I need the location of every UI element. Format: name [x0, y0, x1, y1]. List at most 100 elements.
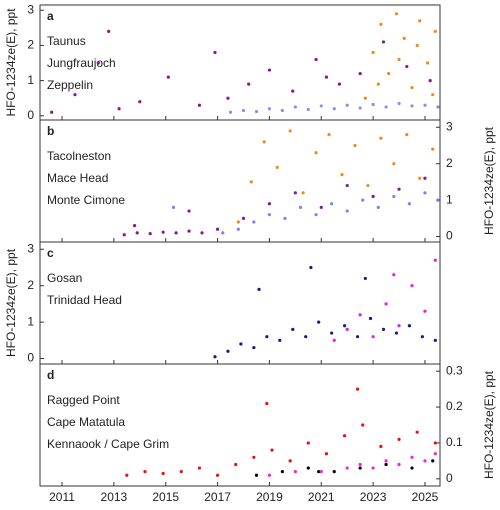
y-axis-title: HFO-1234ze(E), ppt [482, 126, 496, 235]
data-point [265, 335, 269, 339]
data-point [96, 61, 100, 65]
y-tick-label: 2 [446, 156, 453, 170]
legend-entry: Gosan [47, 271, 82, 285]
data-point [138, 100, 142, 104]
data-point [397, 101, 401, 106]
data-point [345, 327, 349, 332]
data-point [301, 191, 305, 195]
data-point [254, 109, 259, 114]
data-point [267, 202, 272, 206]
data-point [236, 220, 240, 224]
data-point [241, 108, 246, 113]
x-tick-label: 2025 [412, 490, 439, 504]
panel-frame [39, 363, 441, 487]
data-point [143, 470, 147, 474]
data-point [345, 466, 349, 470]
data-point [368, 316, 373, 321]
data-point [278, 338, 282, 342]
data-point [392, 273, 396, 277]
data-point [252, 346, 256, 350]
data-point [171, 205, 176, 210]
data-point [324, 452, 329, 456]
data-point [384, 302, 388, 306]
data-point [407, 324, 412, 328]
data-point [436, 198, 440, 202]
data-point [257, 287, 261, 291]
data-point [280, 470, 284, 474]
x-tick-label: 2017 [204, 490, 231, 504]
data-point [252, 220, 256, 224]
data-point [433, 29, 437, 33]
legend-entry: Kennaook / Cape Grim [47, 437, 169, 451]
data-point [161, 471, 165, 476]
data-point [397, 57, 401, 62]
data-point [431, 459, 435, 463]
x-tick-label: 2015 [152, 490, 179, 504]
data-point [371, 466, 375, 470]
data-point [433, 338, 437, 342]
data-point [433, 258, 437, 262]
legend-entry: Tacolneston [47, 149, 111, 163]
x-tick-label: 2021 [308, 490, 335, 504]
data-point [254, 473, 259, 477]
data-point [392, 194, 396, 199]
data-point [358, 313, 362, 317]
y-tick-label: 1 [27, 73, 34, 87]
data-point [314, 57, 318, 62]
data-point [304, 335, 308, 339]
y-tick-label: 3 [446, 119, 453, 133]
y-axis-title: HFO-1234ze(E), ppt [4, 8, 18, 117]
data-point [317, 470, 321, 474]
data-point [252, 455, 256, 459]
data-point [200, 231, 204, 235]
data-point [288, 459, 292, 463]
data-point [405, 132, 409, 137]
y-tick-label: 0.1 [446, 435, 463, 449]
data-point [358, 466, 362, 470]
data-point [363, 96, 367, 100]
data-point [371, 194, 375, 199]
panel-label: c [47, 246, 54, 260]
data-point [376, 205, 380, 210]
data-point [288, 129, 292, 133]
data-point [366, 183, 370, 188]
data-point [270, 448, 274, 452]
data-point [319, 470, 323, 474]
data-point [107, 29, 111, 33]
data-point [376, 82, 380, 86]
data-point [343, 434, 347, 438]
data-point [358, 462, 362, 467]
data-point [433, 441, 437, 445]
data-point [379, 444, 383, 449]
data-point [293, 191, 297, 195]
data-point [394, 331, 399, 335]
data-point [345, 103, 349, 107]
data-point [247, 82, 251, 86]
data-point [314, 213, 318, 217]
data-point [418, 19, 422, 23]
data-point [267, 107, 272, 111]
data-point [226, 349, 230, 353]
data-point [332, 107, 336, 111]
data-point [291, 89, 295, 93]
data-point [410, 466, 414, 470]
x-tick-label: 2019 [256, 490, 283, 504]
data-point [306, 441, 310, 445]
data-point [371, 102, 375, 107]
data-point [371, 335, 375, 339]
x-tick-label: 2013 [101, 490, 128, 504]
x-tick-label: 2011 [49, 490, 75, 504]
data-point [187, 229, 191, 233]
data-point [355, 387, 360, 391]
y-tick-label: 3 [27, 2, 34, 16]
data-point [213, 50, 217, 55]
data-point [197, 466, 202, 470]
data-point [415, 430, 419, 434]
data-point [293, 470, 297, 474]
data-point [324, 75, 329, 79]
legend-entry: Mace Head [47, 171, 108, 185]
data-point [161, 230, 165, 234]
data-point [148, 232, 152, 236]
data-point [319, 205, 323, 210]
data-point [384, 105, 388, 109]
